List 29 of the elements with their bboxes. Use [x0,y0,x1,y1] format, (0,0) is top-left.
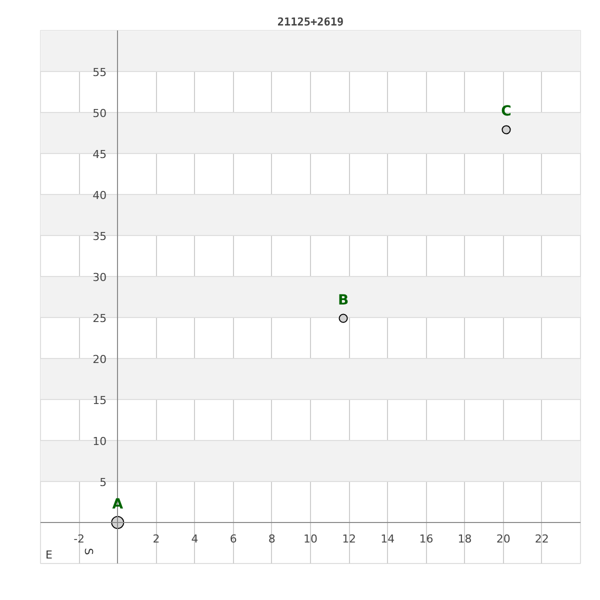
x-tick-label: 18 [458,532,472,546]
x-tick-label: 20 [496,532,510,546]
x-tick-label: 2 [152,532,160,546]
annotation: A [112,496,124,512]
x-tick-label: 16 [419,532,434,546]
x-tick-label: -2 [74,532,85,546]
y-tick-label: 40 [92,189,107,202]
y-tick-label: 25 [92,312,107,325]
x-tick-label: 4 [191,532,198,546]
annotation: B [338,292,349,308]
y-tick-label: 20 [92,353,107,366]
y-tick-label: 15 [92,394,107,407]
y-tick-label: 45 [92,148,107,161]
y-tick-label: 30 [92,271,107,284]
x-tick-label: 8 [268,532,276,546]
x-tick-label: 14 [380,532,395,546]
y-tick-label: 50 [92,107,107,120]
y-tick-label: 55 [92,66,107,79]
x-tick-label: 6 [230,532,237,546]
x-tick-label: 22 [534,532,549,546]
y-tick-label: 35 [92,230,107,243]
annotation: C [501,104,512,120]
x-tick-label: 10 [304,532,318,546]
y-tick-label: 10 [92,435,107,448]
x-tick-label: 12 [342,532,356,546]
annotation: S [82,548,95,556]
annotation: E [46,548,52,562]
chart-title: 21125+2619 [277,16,344,28]
y-tick-label: 5 [100,476,107,489]
